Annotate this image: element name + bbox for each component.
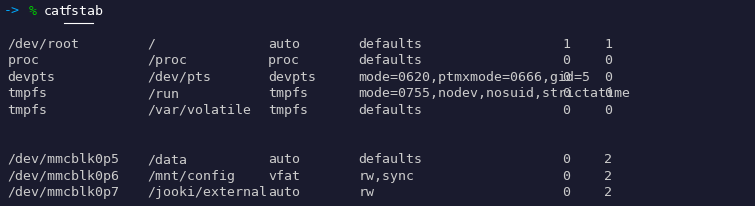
Text: 0: 0: [562, 186, 571, 199]
Text: 0: 0: [604, 104, 612, 117]
Text: 0: 0: [562, 170, 571, 183]
Text: /proc: /proc: [147, 54, 187, 68]
Text: devpts: devpts: [268, 71, 316, 84]
Text: mode=0620,ptmxmode=0666,gid=5: mode=0620,ptmxmode=0666,gid=5: [359, 71, 590, 84]
Text: vfat: vfat: [268, 170, 300, 183]
Text: /mnt/config: /mnt/config: [147, 170, 236, 183]
Text: /data: /data: [147, 153, 187, 166]
Text: 0: 0: [604, 87, 612, 101]
Text: mode=0755,nodev,nosuid,strictatime: mode=0755,nodev,nosuid,strictatime: [359, 87, 630, 101]
Text: 0: 0: [604, 54, 612, 68]
Text: auto: auto: [268, 186, 300, 199]
Text: defaults: defaults: [359, 38, 423, 51]
Text: /dev/pts: /dev/pts: [147, 71, 211, 84]
Text: 0: 0: [562, 153, 571, 166]
Text: 2: 2: [604, 153, 612, 166]
Text: /var/volatile: /var/volatile: [147, 104, 251, 117]
Text: auto: auto: [268, 153, 300, 166]
Text: /dev/mmcblk0p6: /dev/mmcblk0p6: [8, 170, 119, 183]
Text: tmpfs: tmpfs: [268, 104, 308, 117]
Text: tmpfs: tmpfs: [268, 87, 308, 101]
Text: devpts: devpts: [8, 71, 56, 84]
Text: defaults: defaults: [359, 153, 423, 166]
Text: /: /: [147, 38, 156, 51]
Text: /jooki/external: /jooki/external: [147, 186, 267, 199]
Text: 0: 0: [562, 104, 571, 117]
Text: /dev/root: /dev/root: [8, 38, 79, 51]
Text: 0: 0: [562, 87, 571, 101]
Text: 1: 1: [562, 38, 571, 51]
Text: /dev/mmcblk0p7: /dev/mmcblk0p7: [8, 186, 119, 199]
Text: 0: 0: [604, 71, 612, 84]
Text: auto: auto: [268, 38, 300, 51]
Text: 2: 2: [604, 170, 612, 183]
Text: rw,sync: rw,sync: [359, 170, 414, 183]
Text: 2: 2: [604, 186, 612, 199]
Text: proc: proc: [8, 54, 39, 68]
Text: proc: proc: [268, 54, 300, 68]
Text: /run: /run: [147, 87, 179, 101]
Text: /dev/mmcblk0p5: /dev/mmcblk0p5: [8, 153, 119, 166]
Text: 0: 0: [562, 54, 571, 68]
Text: rw: rw: [359, 186, 374, 199]
Text: defaults: defaults: [359, 54, 423, 68]
Text: 0: 0: [562, 71, 571, 84]
Text: fstab: fstab: [64, 5, 104, 18]
Text: %: %: [29, 5, 37, 18]
Text: 1: 1: [604, 38, 612, 51]
Text: cat: cat: [44, 5, 68, 18]
Text: ->: ->: [4, 5, 20, 18]
Text: tmpfs: tmpfs: [8, 87, 48, 101]
Text: tmpfs: tmpfs: [8, 104, 48, 117]
Text: defaults: defaults: [359, 104, 423, 117]
